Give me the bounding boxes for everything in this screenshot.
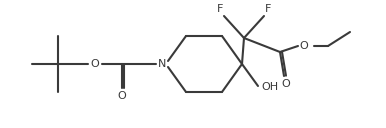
Text: F: F [217, 4, 223, 14]
Text: F: F [265, 4, 271, 14]
Text: N: N [158, 59, 166, 69]
Text: O: O [300, 41, 308, 51]
Text: O: O [91, 59, 99, 69]
Text: O: O [118, 91, 126, 101]
Text: O: O [282, 79, 290, 89]
Text: OH: OH [261, 82, 279, 92]
